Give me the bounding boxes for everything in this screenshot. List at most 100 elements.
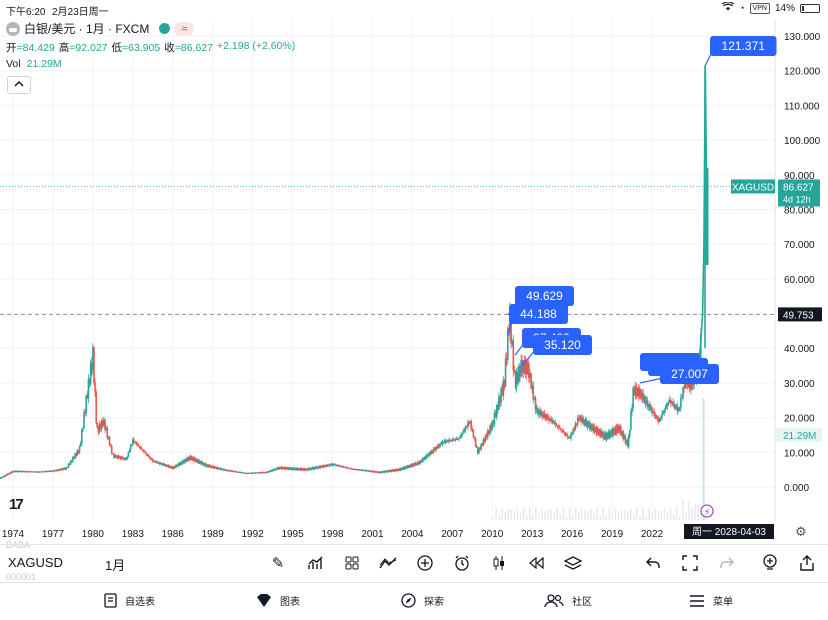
- lightning-icon: [700, 504, 714, 518]
- candle-body: [523, 360, 526, 374]
- candle-body: [194, 457, 196, 462]
- candle-body: [2, 476, 4, 478]
- candle-body: [680, 397, 682, 408]
- chart-type-icon[interactable]: [306, 553, 326, 573]
- volume-bar: [620, 509, 623, 520]
- candle-body: [33, 471, 35, 473]
- candle-body: [158, 462, 161, 465]
- y-tick-label: 100.000: [784, 136, 821, 147]
- candle-body: [453, 439, 456, 441]
- candle-body: [181, 460, 184, 464]
- candle-body: [221, 468, 224, 470]
- fullscreen-icon[interactable]: [680, 553, 700, 573]
- candle-body: [110, 445, 113, 454]
- volume-bar: [571, 514, 574, 520]
- candle-body: [144, 451, 146, 453]
- candle-body: [543, 413, 546, 418]
- x-tick-label: 2001: [361, 529, 384, 540]
- candle-body: [52, 470, 54, 472]
- volume-bar: [519, 513, 522, 520]
- nav-community[interactable]: 社区: [544, 593, 592, 608]
- candle-body: [61, 468, 63, 471]
- candle-body: [58, 468, 61, 471]
- ideas-icon[interactable]: [760, 553, 780, 573]
- indicators-icon[interactable]: [342, 553, 362, 573]
- symbol-title[interactable]: 白银/美元 · 1月 · FXCM: [24, 22, 150, 36]
- nav-menu[interactable]: 菜单: [689, 593, 733, 608]
- candle-body: [561, 430, 563, 432]
- candle-body: [114, 455, 116, 458]
- candle-body: [595, 427, 598, 434]
- price-label-box: [731, 179, 775, 194]
- undo-icon[interactable]: [643, 553, 663, 573]
- candle-body: [434, 446, 437, 451]
- candle-body: [186, 457, 188, 462]
- candle-body: [322, 465, 325, 468]
- candle-body: [310, 467, 313, 470]
- candle-body: [287, 467, 289, 470]
- nav-explore[interactable]: 探索: [401, 593, 444, 608]
- share-icon[interactable]: [797, 553, 817, 573]
- candle-body: [581, 417, 583, 422]
- candle-body: [126, 456, 129, 459]
- candle-body: [431, 450, 434, 453]
- annotation-pointer: [639, 377, 664, 384]
- candles-icon[interactable]: [489, 553, 509, 573]
- candle-body: [475, 445, 478, 448]
- layers-icon[interactable]: [563, 553, 583, 573]
- candle-body: [246, 473, 248, 475]
- alert-icon[interactable]: [452, 553, 472, 573]
- candle-body: [49, 470, 52, 472]
- toolbar-interval[interactable]: 1月: [105, 558, 126, 573]
- candle-body: [195, 458, 197, 462]
- candle-body: [301, 468, 304, 471]
- volume-bar: [694, 502, 696, 520]
- candle-body: [347, 467, 349, 469]
- candle-body: [676, 406, 679, 412]
- redo-icon[interactable]: [717, 553, 737, 573]
- candle-body: [367, 470, 369, 472]
- candle-body: [482, 439, 485, 446]
- candle-body: [176, 464, 178, 467]
- candle-body: [15, 470, 18, 472]
- candle-body: [59, 468, 62, 471]
- candle-body: [318, 466, 320, 469]
- collapse-legend-button[interactable]: [7, 76, 31, 94]
- candle-body: [377, 471, 379, 473]
- candle-body: [417, 461, 419, 465]
- pencil-icon[interactable]: ✎: [271, 555, 285, 572]
- compare-icon[interactable]: [378, 553, 398, 573]
- candle-body: [62, 468, 64, 470]
- candle-body: [677, 408, 680, 412]
- symbol-header[interactable]: 白银/美元 · 1月 · FXCM ≈: [6, 20, 195, 37]
- candle-body: [288, 467, 291, 470]
- gear-icon[interactable]: ⚙: [795, 524, 807, 539]
- candle-body: [29, 471, 32, 473]
- candle-body: [51, 470, 53, 472]
- candle-body: [187, 457, 190, 461]
- annotation-balloon: [515, 286, 574, 306]
- candle-body: [688, 381, 691, 388]
- candle-body: [270, 470, 273, 472]
- candle-body: [138, 446, 141, 448]
- candle-body: [439, 443, 441, 447]
- volume-bar: [538, 513, 540, 520]
- nav-watchlist[interactable]: 自选表: [104, 593, 155, 608]
- x-tick-label: 1992: [242, 529, 265, 540]
- candle-body: [89, 363, 92, 385]
- volume-bar: [525, 515, 528, 520]
- price-chart[interactable]: 130.000 120.000 110.000 100.000 90.000 80.000…: [0, 0, 828, 544]
- replay-icon[interactable]: [526, 553, 546, 573]
- candle-body: [504, 358, 507, 387]
- candle-body: [219, 468, 222, 470]
- candle-body: [293, 467, 296, 470]
- candle-body: [18, 470, 21, 472]
- candle-body: [531, 385, 533, 389]
- nav-chart[interactable]: 图表: [256, 593, 300, 608]
- candle-body: [39, 471, 42, 473]
- volume-bar: [596, 507, 598, 520]
- candle-body: [549, 418, 551, 421]
- toolbar-symbol[interactable]: XAGUSD: [8, 555, 63, 570]
- add-icon[interactable]: [415, 553, 435, 573]
- candle-body: [364, 470, 367, 472]
